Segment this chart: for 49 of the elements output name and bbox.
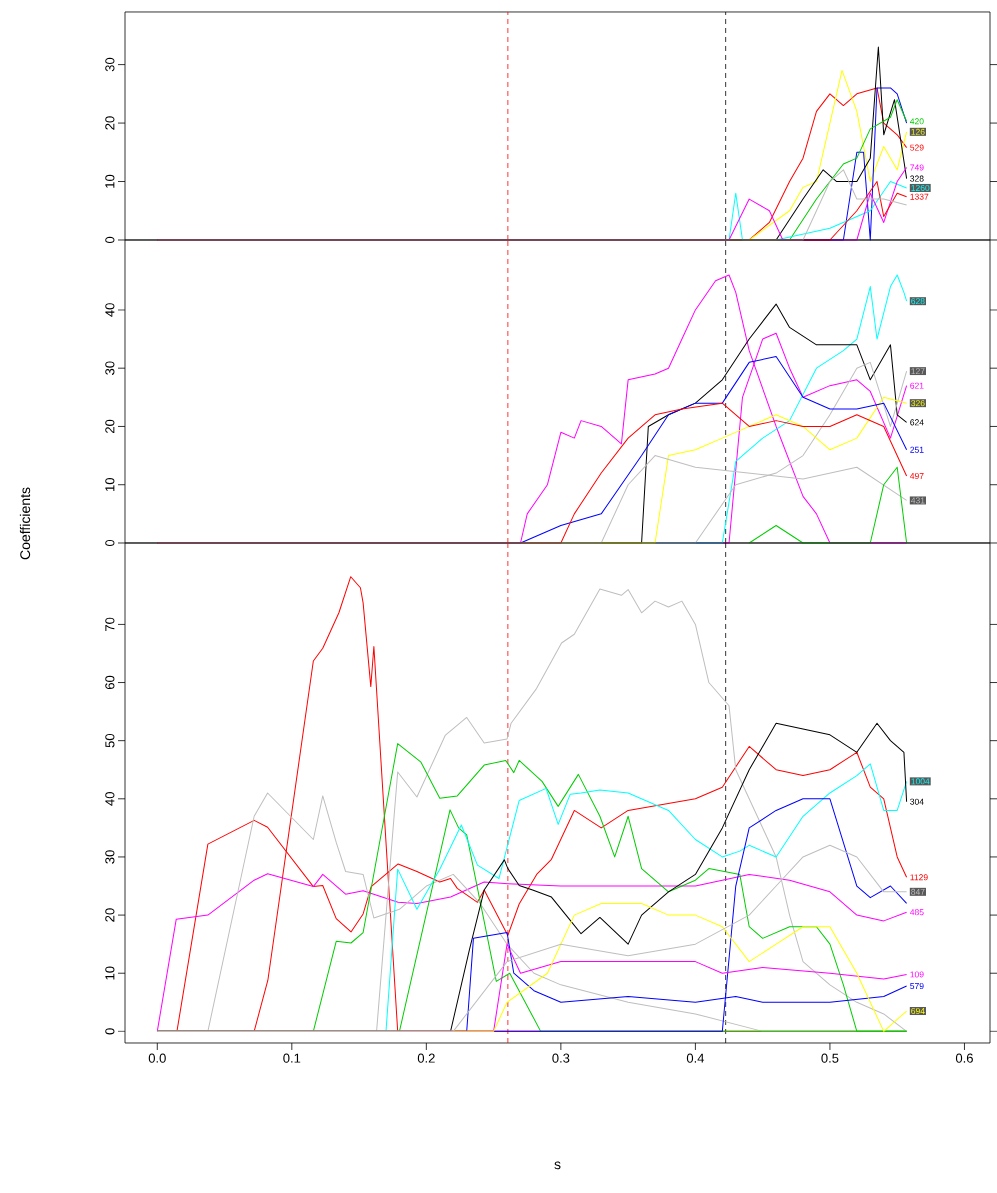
x-tick-label: 0.2: [417, 1053, 435, 1063]
series-label: 109: [910, 971, 924, 978]
series-label: 624: [910, 419, 924, 426]
series-label: 127: [911, 368, 925, 375]
series-label: 621: [910, 382, 924, 389]
series-label: 579: [909, 983, 924, 990]
y-tick-label: 0: [105, 236, 115, 244]
y-tick-label: 0: [105, 1028, 115, 1035]
y-tick-label: 10: [105, 966, 115, 980]
series-label: 1337: [910, 193, 929, 200]
y-tick-label: 70: [105, 617, 115, 631]
y-tick-label: 30: [105, 57, 115, 72]
series-label: 497: [909, 472, 924, 479]
x-tick-label: 0.6: [955, 1053, 973, 1063]
x-tick-label: 0.0: [148, 1053, 166, 1063]
y-tick-label: 40: [105, 792, 115, 806]
y-tick-label: 20: [105, 116, 115, 130]
series-label: 749: [910, 164, 924, 171]
y-tick-label: 30: [105, 361, 115, 375]
series-label: 847: [910, 888, 925, 895]
x-tick-label: 0.5: [821, 1053, 839, 1063]
series-label: 1004: [911, 778, 930, 785]
series-label: 694: [911, 1008, 925, 1015]
series-label: 485: [909, 909, 924, 916]
series-label: 420: [909, 118, 924, 125]
y-tick-label: 10: [105, 174, 115, 188]
y-axis-title: Coefficients: [19, 487, 30, 560]
series-label: 251: [910, 446, 924, 453]
series-label: 328: [909, 175, 924, 182]
y-tick-label: 10: [105, 478, 115, 491]
x-tick-label: 0.1: [283, 1053, 301, 1063]
series-label: 326: [910, 400, 925, 407]
y-tick-label: 30: [105, 850, 115, 864]
series-label: 529: [909, 144, 924, 151]
y-tick-label: 50: [105, 733, 115, 748]
series-label: 304: [909, 798, 924, 805]
series-label: 431: [910, 497, 925, 504]
y-tick-label: 20: [105, 908, 115, 922]
series-label: 126: [911, 128, 925, 135]
y-tick-label: 40: [105, 303, 115, 317]
y-tick-label: 20: [105, 419, 115, 434]
series-label: 1129: [910, 874, 928, 881]
x-tick-label: 0.4: [686, 1053, 704, 1063]
series-label: 628: [911, 298, 925, 305]
y-tick-label: 60: [105, 675, 115, 690]
x-tick-label: 0.3: [552, 1053, 570, 1063]
series-label: 1260: [911, 184, 930, 191]
y-tick-label: 0: [105, 539, 115, 547]
x-axis-title: s: [554, 1161, 561, 1170]
